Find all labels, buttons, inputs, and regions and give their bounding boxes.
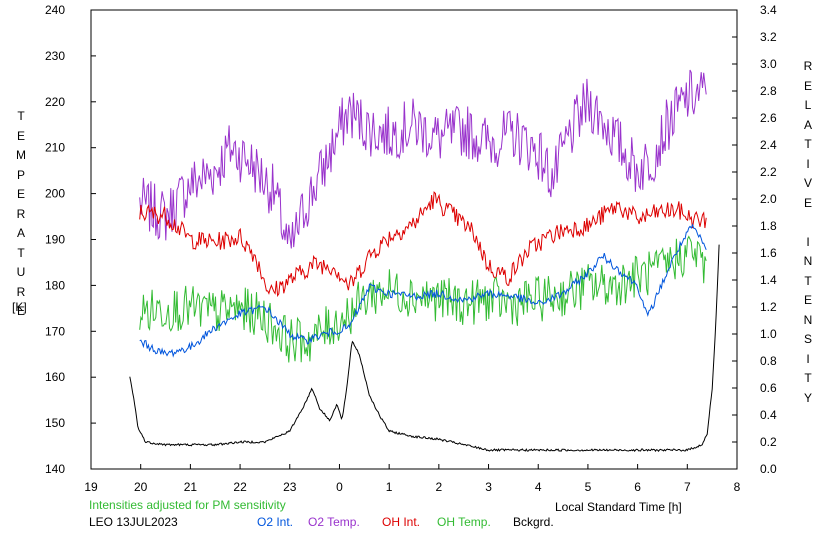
axis-label-letter: T bbox=[17, 245, 25, 260]
y-left-tick-label: 180 bbox=[45, 278, 65, 292]
x-tick-label: 19 bbox=[84, 480, 98, 494]
y-right-tick-label: 1.0 bbox=[760, 327, 777, 341]
y-right-tick-label: 1.6 bbox=[760, 246, 777, 260]
station-date: LEO 13JUL2023 bbox=[89, 515, 178, 529]
axis-label-letter: N bbox=[803, 312, 813, 327]
x-tick-label: 4 bbox=[535, 480, 542, 494]
y-right-tick-label: 0.6 bbox=[760, 381, 777, 395]
y-left-tick-label: 160 bbox=[45, 370, 65, 384]
axis-label-letter: R bbox=[16, 284, 26, 299]
x-tick-label: 6 bbox=[634, 480, 641, 494]
y-left-tick-label: 230 bbox=[45, 49, 65, 63]
axis-label-letter: A bbox=[803, 117, 812, 132]
y-right-tick-label: 2.2 bbox=[760, 165, 777, 179]
axis-label-letter: S bbox=[803, 332, 812, 346]
axis-label-letter: T bbox=[804, 137, 812, 151]
y-right-tick-label: 3.2 bbox=[760, 30, 777, 44]
series-line-o2-int bbox=[139, 223, 707, 358]
axis-label-letter: V bbox=[803, 176, 812, 190]
x-tick-label: 3 bbox=[485, 480, 492, 494]
axis-label-letter: I bbox=[806, 234, 810, 249]
axis-label-letter: A bbox=[16, 226, 25, 240]
y-right-tick-label: 2.0 bbox=[760, 192, 777, 206]
legend-item: O2 Int. bbox=[257, 515, 294, 529]
y-right-tick-label: 2.4 bbox=[760, 138, 777, 152]
series-line-o2-temp bbox=[139, 69, 707, 249]
y-right-tick-label: 0.0 bbox=[760, 462, 777, 476]
y-left-tick-label: 140 bbox=[45, 462, 65, 476]
axis-label-letter: E bbox=[803, 78, 812, 93]
y-right-tick-label: 1.4 bbox=[760, 273, 777, 287]
x-tick-label: 23 bbox=[283, 480, 297, 494]
axis-label-letter bbox=[798, 216, 818, 236]
axis-label-letter: M bbox=[16, 148, 26, 162]
y-right-tick-label: 3.0 bbox=[760, 57, 777, 71]
axis-label-letter: I bbox=[806, 156, 810, 171]
axis-label-letter: Y bbox=[803, 390, 812, 405]
y-left-tick-label: 190 bbox=[45, 233, 65, 247]
axis-label-letter: N bbox=[803, 254, 813, 268]
y-right-tick-label: 2.8 bbox=[760, 84, 777, 98]
y-left-tick-label: 150 bbox=[45, 416, 65, 430]
y-right-tick-label: 1.8 bbox=[760, 219, 777, 233]
legend-item: OH Int. bbox=[382, 515, 421, 529]
axis-label-letter: L bbox=[804, 98, 812, 112]
axis-label-letter: P bbox=[16, 167, 25, 182]
x-tick-label: 7 bbox=[684, 480, 691, 494]
axis-label-letter: R bbox=[803, 59, 813, 73]
legend-item: OH Temp. bbox=[437, 515, 491, 529]
x-tick-label: 22 bbox=[233, 480, 247, 494]
y-left-tick-label: 220 bbox=[45, 95, 65, 109]
y-left-tick-label: 170 bbox=[45, 324, 65, 338]
x-tick-label: 5 bbox=[585, 480, 592, 494]
sensitivity-note: Intensities adjusted for PM sensitivity bbox=[89, 498, 286, 512]
axis-label-letter: T bbox=[804, 371, 812, 385]
x-tick-label: 20 bbox=[134, 480, 148, 494]
y-right-tick-label: 0.4 bbox=[760, 408, 777, 422]
axis-label-letter: E bbox=[803, 195, 812, 210]
left-axis-unit: [K] bbox=[12, 300, 27, 314]
x-axis-label: Local Standard Time [h] bbox=[555, 500, 682, 514]
x-tick-label: 21 bbox=[184, 480, 198, 494]
axis-label-letter: E bbox=[803, 293, 812, 307]
y-left-tick-label: 210 bbox=[45, 141, 65, 155]
axis-label-letter: R bbox=[16, 206, 26, 221]
x-tick-label: 2 bbox=[436, 480, 443, 494]
y-right-tick-label: 2.6 bbox=[760, 111, 777, 125]
axis-label-letter: U bbox=[16, 265, 26, 279]
series-line-oh-temp bbox=[139, 235, 707, 363]
series-line-bckgrd bbox=[129, 244, 720, 453]
y-left-tick-label: 240 bbox=[45, 3, 65, 17]
axis-label-letter: E bbox=[16, 304, 25, 318]
axis-group: 2402302202102001901801701601501403.43.23… bbox=[45, 3, 777, 494]
y-right-tick-label: 3.4 bbox=[760, 3, 777, 17]
y-right-tick-label: 1.2 bbox=[760, 300, 777, 314]
axis-label-letter: I bbox=[806, 351, 810, 366]
axis-label-letter: E bbox=[16, 187, 25, 201]
series-group bbox=[129, 69, 720, 453]
legend-item: O2 Temp. bbox=[308, 515, 360, 529]
plot-frame bbox=[90, 9, 738, 470]
legend-item: Bckgrd. bbox=[513, 515, 554, 529]
x-tick-label: 8 bbox=[734, 480, 741, 494]
axis-label-letter: E bbox=[16, 128, 25, 143]
y-right-tick-label: 0.2 bbox=[760, 435, 777, 449]
plot-border bbox=[90, 9, 738, 470]
y-right-tick-label: 0.8 bbox=[760, 354, 777, 368]
series-line-oh-int bbox=[139, 191, 707, 298]
axis-label-letter: T bbox=[804, 273, 812, 288]
x-tick-label: 0 bbox=[336, 480, 343, 494]
axis-label-letter: T bbox=[17, 109, 25, 123]
y-left-tick-label: 200 bbox=[45, 187, 65, 201]
x-tick-label: 1 bbox=[386, 480, 393, 494]
